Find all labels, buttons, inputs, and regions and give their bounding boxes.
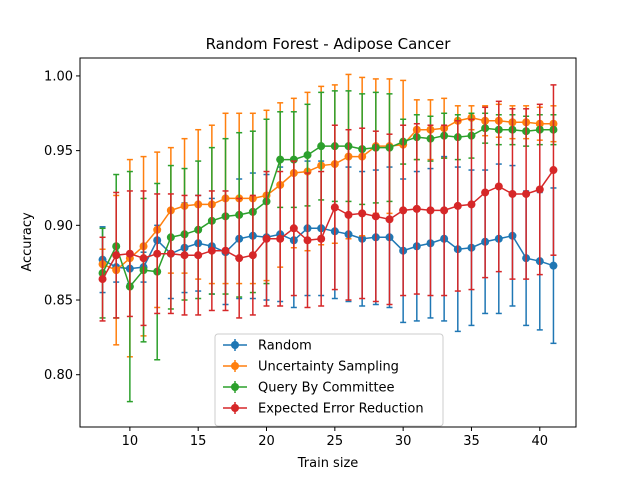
- data-point: [248, 251, 257, 260]
- data-point: [262, 234, 271, 243]
- legend-marker: [231, 404, 239, 412]
- data-point: [112, 251, 121, 260]
- data-point: [549, 261, 558, 270]
- data-point: [371, 212, 380, 221]
- series-line: [101, 127, 554, 289]
- data-point: [535, 185, 544, 194]
- y-tick-label: 0.85: [44, 294, 73, 309]
- y-tick-label: 0.80: [44, 368, 73, 383]
- data-point: [453, 201, 462, 210]
- chart-title: Random Forest - Adipose Cancer: [206, 35, 452, 53]
- legend: Random Uncertainty Sampling Query By Commi…: [214, 333, 444, 427]
- data-point: [440, 206, 449, 215]
- x-axis-label: Train size: [297, 456, 359, 471]
- plot-area: [98, 73, 558, 403]
- data-point: [276, 155, 285, 164]
- y-tick-label: 0.95: [44, 144, 73, 159]
- data-point: [221, 246, 230, 255]
- data-point: [385, 215, 394, 224]
- data-point: [317, 234, 326, 243]
- data-point: [166, 249, 175, 258]
- series-line: [102, 116, 554, 272]
- data-point: [426, 206, 435, 215]
- data-point: [303, 151, 312, 160]
- legend-marker: [231, 341, 239, 349]
- data-point: [153, 249, 162, 258]
- series-3: [98, 84, 558, 327]
- data-point: [207, 246, 216, 255]
- x-tick-label: 20: [258, 434, 275, 449]
- y-tick-label: 1.00: [44, 69, 73, 84]
- x-tick-label: 35: [463, 434, 480, 449]
- data-point: [194, 251, 203, 260]
- series-line: [101, 169, 555, 280]
- data-point: [180, 251, 189, 260]
- x-tick-label: 10: [122, 434, 139, 449]
- data-point: [412, 204, 421, 213]
- data-point: [125, 249, 134, 258]
- data-point: [522, 189, 531, 198]
- legend-label: Random: [258, 339, 312, 354]
- x-tick-label: 40: [532, 434, 549, 449]
- data-point: [235, 254, 244, 263]
- data-point: [98, 275, 107, 284]
- legend-label: Query By Committee: [258, 381, 395, 396]
- data-point: [303, 236, 312, 245]
- data-point: [330, 203, 339, 212]
- x-tick-label: 25: [327, 434, 344, 449]
- data-point: [358, 209, 367, 218]
- legend-frame: [214, 333, 444, 427]
- legend-marker: [231, 362, 239, 370]
- data-point: [508, 189, 517, 198]
- x-tick-label: 15: [190, 434, 207, 449]
- data-point: [139, 254, 148, 263]
- data-point: [467, 200, 476, 209]
- legend-marker: [231, 383, 239, 391]
- axes-frame: [79, 57, 577, 428]
- data-point: [481, 188, 490, 197]
- y-axis-label: Accuracy: [20, 212, 35, 272]
- y-tick-label: 0.90: [44, 219, 73, 234]
- axes: 10 15 20 25 30 35 40 0.80 0.85 0.90 0.95 1.00: [44, 57, 577, 449]
- data-point: [276, 234, 285, 243]
- data-point: [494, 182, 503, 191]
- data-point: [289, 224, 298, 233]
- data-point: [549, 166, 558, 175]
- data-point: [344, 210, 353, 219]
- legend-label: Uncertainty Sampling: [258, 360, 399, 375]
- x-tick-label: 30: [395, 434, 412, 449]
- data-point: [399, 206, 408, 215]
- legend-label: Expected Error Reduction: [258, 402, 424, 417]
- data-point: [317, 142, 326, 151]
- series-line: [102, 227, 554, 270]
